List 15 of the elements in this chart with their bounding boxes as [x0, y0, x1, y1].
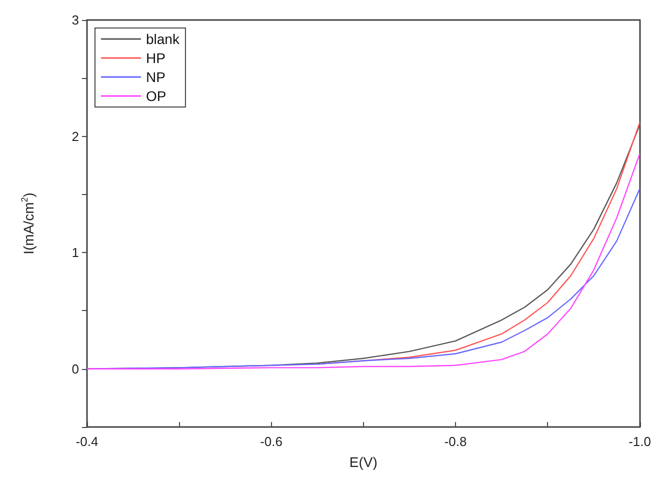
x-tick-label: -1.0	[628, 434, 652, 449]
y-tick-label: 3	[72, 12, 79, 28]
legend-label: NP	[146, 69, 166, 85]
legend-label: blank	[146, 31, 180, 47]
y-tick-label: 2	[72, 128, 79, 144]
legend-label: HP	[146, 50, 166, 66]
line-series	[86, 188, 640, 370]
y-tick-label: 1	[72, 245, 79, 260]
x-tick-label: -0.8	[444, 434, 467, 449]
x-tick-label: -0.4	[76, 434, 98, 449]
x-axis-title: E(V)	[349, 454, 378, 470]
y-axis-title: I(mA/cm2)	[20, 192, 36, 254]
x-tick-label: -0.6	[260, 434, 282, 449]
legend-label: OP	[146, 88, 166, 104]
y-tick-label: 0	[72, 361, 79, 376]
